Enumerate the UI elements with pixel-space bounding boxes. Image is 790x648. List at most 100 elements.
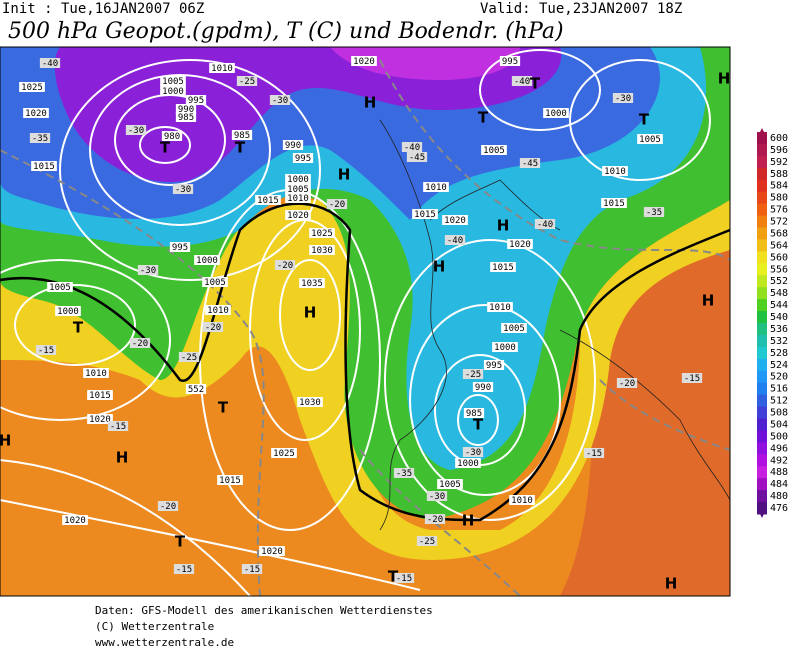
colorbar-cell [757,430,767,443]
colorbar-cell [757,394,767,408]
colorbar-label: 544 [770,300,788,311]
temperature-label-text: -35 [396,469,412,479]
temperature-label-box [681,373,703,383]
pressure-center: H [665,575,678,593]
pressure-label: 1020 [285,210,311,221]
colorbar-label: 568 [770,228,788,239]
colorbar-label: 488 [770,467,788,478]
pressure-label-text: 1005 [483,146,505,156]
temperature-label: -20 [424,514,446,525]
temperature-label-text: -40 [514,77,530,87]
pressure-label: 1010 [285,193,311,204]
temperature-label-box [269,95,291,105]
pressure-label: 1020 [62,515,88,526]
pressure-label-box [492,342,518,352]
colorbar-label: 480 [770,491,788,502]
pressure-label-box [437,479,463,489]
pressure-label-text: 1015 [414,210,436,220]
temperature-label-box [401,142,423,152]
temperature-label-text: -35 [646,208,662,218]
temperature-label: -20 [326,199,348,210]
colorbar-cell [757,132,767,145]
pressure-label-text: 1015 [89,391,111,401]
pressure-label-text: 1000 [545,109,567,119]
temperature-label-box [35,345,57,355]
pressure-label: 1025 [309,228,335,239]
pressure-label: 1015 [87,390,113,401]
pressure-label-text: 1030 [299,398,321,408]
temperature-label: -25 [236,76,258,87]
colorbar-cell [757,239,767,252]
colorbar-cell [757,299,767,312]
temperature-label-text: -30 [272,96,288,106]
map-area [0,46,731,597]
colorbar-label: 484 [770,479,788,490]
pressure-label-box [285,193,311,203]
temperature-label-text: -25 [181,353,197,363]
pressure-label-box [282,140,304,150]
pressure-label: 1025 [271,448,297,459]
temperature-label-text: -15 [684,374,700,384]
pressure-center: H [702,292,715,310]
pressure-label-text: 1020 [353,57,375,67]
temperature-label-box [178,352,200,362]
colorbar-cell [757,167,767,181]
temperature-label: -30 [612,93,634,104]
colorbar-cell [757,311,767,324]
pressure-center: H [0,432,11,450]
temperature-label-text: -20 [160,502,176,512]
pressure-center: T [530,75,541,93]
pressure-label: 1015 [490,262,516,273]
temperature-label-box [326,199,348,209]
pressure-label-box [209,63,235,73]
pressure-label-box [31,161,57,171]
colorbar-cell [757,346,767,360]
pressure-label: 1020 [87,414,113,425]
temperature-label-text: -30 [465,448,481,458]
pressure-label: 995 [483,360,505,371]
temperature-label-box [39,58,61,68]
temperature-label-text: -30 [175,185,191,195]
pressure-label: 1010 [209,63,235,74]
pressure-label-text: 1010 [604,167,626,177]
colorbar-label: 508 [770,408,788,419]
pressure-label-box [185,95,207,105]
pressure-center: T [473,416,484,434]
temperature-label: -20 [157,501,179,512]
colorbar-label: 556 [770,264,788,275]
pressure-label: 1005 [501,323,527,334]
colorbar-cell [757,203,767,217]
temperature-label: -30 [462,447,484,458]
pressure-label-text: 990 [475,383,491,393]
colorbar-cell [757,227,767,240]
pressure-label: 1000 [492,342,518,353]
pressure-label-box [255,195,281,205]
pressure-label: 1005 [481,145,507,156]
temperature-label: -35 [29,133,51,144]
temperature-label-text: -20 [132,339,148,349]
colorbar-label: 576 [770,205,788,216]
temperature-label-text: -20 [619,379,635,389]
pressure-label-box [481,145,507,155]
temperature-label-text: -15 [586,449,602,459]
pressure-label-text: 1010 [511,496,533,506]
pressure-label-text: 1010 [425,183,447,193]
colorbar-label: 540 [770,312,788,323]
pressure-label-text: 1000 [196,256,218,266]
temperature-label: -15 [681,373,703,384]
pressure-center: T [235,139,246,157]
pressure-center: T [175,533,186,551]
temperature-label-box [612,93,634,103]
pressure-label-box [259,546,285,556]
pressure-label-text: 1015 [492,263,514,273]
footer-line: Daten: GFS-Modell des amerikanischen Wet… [95,604,433,617]
temperature-label: -40 [39,58,61,69]
pressure-label-box [499,56,521,66]
temperature-label-text: -30 [429,492,445,502]
contour-label-box [185,384,207,394]
pressure-label-text: 1020 [509,240,531,250]
colorbar-label: 600 [770,133,788,144]
temperature-label-box [173,564,195,574]
temperature-label-text: -15 [244,565,260,575]
pressure-label-text: 995 [486,361,502,371]
